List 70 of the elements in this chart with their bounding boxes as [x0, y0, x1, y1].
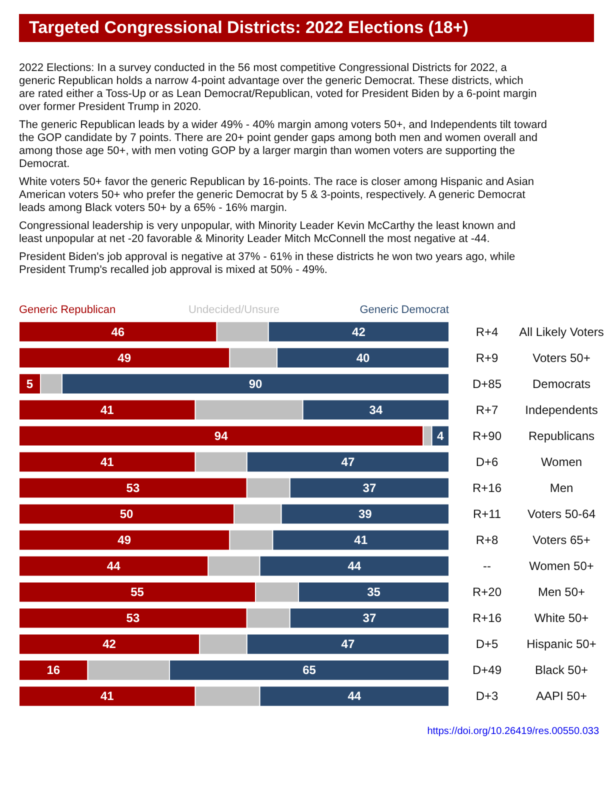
y-tick-label: Hispanic 50+: [526, 637, 596, 652]
text: White voters 50+ favor the generic Republican by 16-points. The race is closer among Hispanic and Asian American voters 50+ who prefer the generic Democrat by 5 & 3-points, respectively. A generic Democrat leads among Black voters 50+ by a 65% - 16% margin.: [19, 176, 534, 214]
data-label: 41: [100, 689, 114, 704]
text: R+11: [472, 507, 502, 521]
chart-title: Targeted Congressional Districts: 2022 Elections (18+): [29, 18, 468, 37]
data-label: 42: [352, 324, 366, 339]
y-tick-label: All Likely Voters: [519, 324, 604, 339]
data-label: 41: [100, 402, 114, 417]
data-label: 49: [118, 533, 132, 548]
y-tick-label: Men 50+: [538, 585, 586, 600]
data-label: 90: [248, 376, 262, 391]
text: Congressional leadership is very unpopular, with Minority Leader Kevin McCarthy the least known and least unpopular at net -20 favorable & Minority Leader Mitch McConnell the most negative at -44.: [19, 220, 516, 245]
text: --: [483, 559, 491, 574]
y-tick-label: Independents: [525, 402, 598, 417]
text: President Biden's job approval is negative at 37% - 61% in these districts he won two years ago, while President Trump's recalled job approval is mixed at 50% - 49%.: [19, 251, 516, 276]
text: R+16: [472, 480, 502, 495]
text: R+16: [472, 611, 502, 626]
data-label: 5: [26, 376, 34, 391]
y-tick-label: Democrats: [532, 376, 591, 391]
text: R+20: [472, 585, 502, 600]
y-tick-label: Voters 50+: [532, 350, 590, 365]
data-label: 35: [367, 585, 381, 600]
series-label: Generic Republican: [19, 304, 116, 316]
data-label: 37: [362, 480, 376, 495]
data-label: 47: [341, 637, 355, 652]
text: R+90: [472, 428, 502, 443]
y-tick-label: Voters 65+: [532, 533, 590, 548]
data-label: 53: [126, 611, 140, 626]
text: D+3: [476, 689, 498, 704]
data-label: 47: [341, 454, 355, 469]
data-label: 44: [348, 559, 362, 574]
text: D+49: [472, 663, 502, 678]
y-tick-label: Republicans: [528, 428, 595, 443]
data-label: 16: [46, 663, 60, 678]
y-tick-label: White 50+: [534, 611, 589, 626]
data-label: 41: [354, 533, 368, 548]
series-label: Undecided/Unsure: [188, 304, 280, 316]
y-tick-label: Men: [550, 480, 574, 495]
text: R+4: [476, 324, 498, 339]
data-label: 53: [126, 480, 140, 495]
text: R+7: [476, 402, 498, 417]
data-label: 40: [356, 350, 370, 365]
text: D+5: [476, 637, 498, 652]
text: D+85: [472, 376, 502, 391]
y-tick-label: Women 50+: [529, 559, 594, 574]
text: https://doi.org/10.26419/res.00550.033: [427, 726, 600, 737]
data-label: 46: [111, 324, 125, 339]
y-tick-label: Black 50+: [534, 663, 588, 678]
data-label: 49: [118, 350, 132, 365]
text: R+8: [476, 533, 498, 548]
data-label: 4: [437, 428, 444, 443]
data-label: 41: [100, 454, 114, 469]
text: D+6: [476, 454, 498, 469]
data-label: 65: [302, 663, 316, 678]
text: The generic Republican leads by a wider 49% - 40% margin among voters 50+, and Independents tilt toward the GOP candidate by 7 points. There are 20+ point gender gaps among both men and women overall and among those age 50+, with men voting GOP by a larger margin than women voters are supporting the Democrat.: [19, 119, 548, 170]
data-label: 44: [106, 559, 121, 574]
series-label: Generic Democrat: [360, 304, 449, 316]
data-label: 55: [130, 585, 144, 600]
y-tick-label: Women: [540, 454, 582, 469]
data-label: 44: [348, 689, 362, 704]
text: 2022 Elections: In a survey conducted in the 56 most competitive Congressional Districts for 2022, a generic Republican holds a narrow 4-point advantage over the generic Democrat. These districts, which are rated either a Toss-Up or as Lean Democrat/Republican, voted for President Biden by a 6-point margin over former President Trump in 2020.: [19, 62, 537, 113]
data-label: 37: [362, 611, 376, 626]
y-tick-label: Voters 50-64: [527, 507, 596, 521]
data-label: 42: [102, 637, 116, 652]
text: R+9: [476, 350, 498, 365]
data-label: 50: [120, 507, 134, 521]
data-label: 94: [214, 428, 228, 443]
data-label: 34: [369, 402, 383, 417]
y-tick-label: AAPI 50+: [536, 689, 588, 704]
data-label: 39: [358, 507, 372, 521]
